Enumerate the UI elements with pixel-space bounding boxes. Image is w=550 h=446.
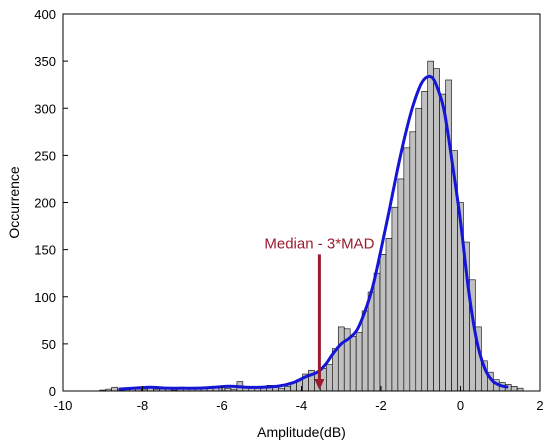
histogram-bar xyxy=(379,254,387,392)
y-axis-ticks: 0 50 100 150 200 250 300 350 400 xyxy=(34,7,68,399)
histogram-bar xyxy=(326,364,333,392)
annotation-label: Median - 3*MAD xyxy=(264,235,374,252)
histogram-bar xyxy=(337,326,345,392)
histogram-bar xyxy=(415,107,423,392)
y-tick-label: 400 xyxy=(34,7,56,22)
x-tick-label: 0 xyxy=(457,398,464,413)
histogram-bar xyxy=(391,206,399,392)
y-tick-label: 0 xyxy=(49,384,56,399)
y-tick-label: 350 xyxy=(34,54,56,69)
histogram-bar xyxy=(373,272,381,392)
y-tick-label: 250 xyxy=(34,148,56,163)
x-tick-label: -8 xyxy=(137,398,149,413)
histogram-bar xyxy=(385,238,393,392)
histogram-bar xyxy=(409,131,417,392)
y-tick-label: 50 xyxy=(42,337,56,352)
histogram-bar xyxy=(111,386,118,392)
histogram-bar xyxy=(439,93,446,392)
x-tick-label: 2 xyxy=(536,398,543,413)
y-tick-label: 100 xyxy=(34,290,56,305)
x-tick-label: -2 xyxy=(375,398,387,413)
y-axis-label: Occurrence xyxy=(6,166,22,239)
histogram-bar xyxy=(361,310,369,392)
histogram-bar xyxy=(510,385,518,392)
x-axis-label: Amplitude(dB) xyxy=(257,424,346,440)
histogram-bar xyxy=(284,385,291,392)
x-tick-label: -6 xyxy=(216,398,228,413)
histogram-bar xyxy=(403,147,411,392)
median-annotation: Median - 3*MAD xyxy=(264,235,375,390)
annotation-arrow-head xyxy=(314,379,325,390)
histogram-bar xyxy=(433,68,440,392)
histogram-bar xyxy=(427,60,434,392)
x-tick-label: -4 xyxy=(296,398,308,413)
y-tick-label: 150 xyxy=(34,243,56,258)
density-curve xyxy=(118,74,509,391)
histogram-bar xyxy=(397,178,405,392)
histogram-bar xyxy=(367,291,375,392)
y-tick-label: 300 xyxy=(34,101,56,116)
histogram-bar xyxy=(349,336,357,392)
histogram-bar xyxy=(421,90,428,392)
x-axis-ticks: -10 -8 -6 -4 -2 0 2 xyxy=(54,386,544,413)
histogram-bar xyxy=(355,332,363,392)
y-tick-label: 200 xyxy=(34,196,56,211)
x-tick-label: -10 xyxy=(54,398,73,413)
